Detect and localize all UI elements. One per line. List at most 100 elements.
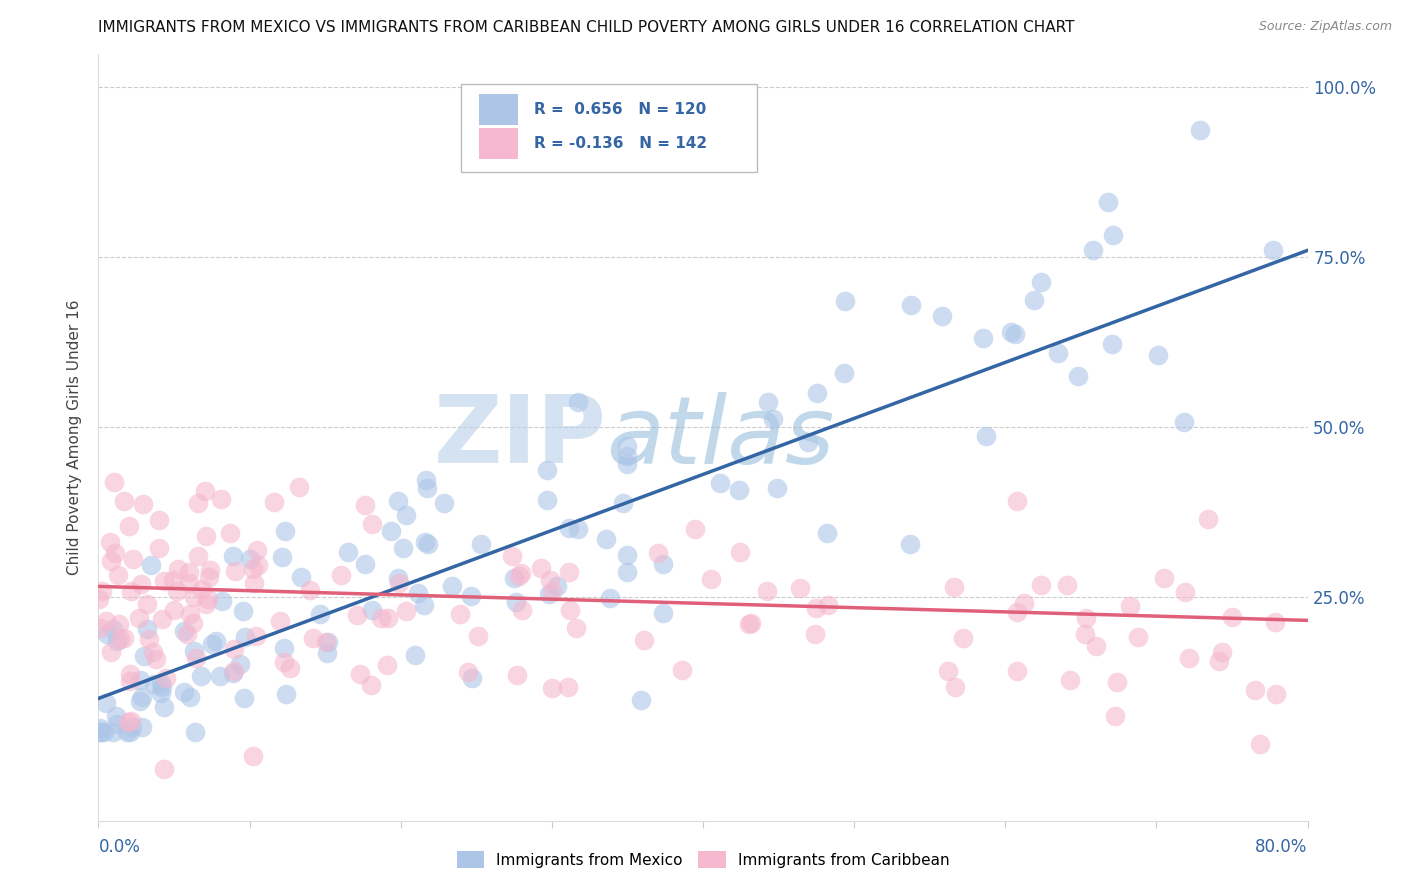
Point	[1084, 639, 1107, 653]
Point	[1074, 627, 1097, 641]
Point	[194, 484, 217, 499]
Point	[501, 549, 523, 563]
Point	[457, 665, 479, 679]
Point	[183, 725, 205, 739]
Point	[557, 680, 579, 694]
Point	[209, 491, 232, 506]
Point	[460, 589, 482, 603]
Point	[616, 458, 638, 472]
Point	[100, 553, 122, 567]
Point	[148, 541, 170, 556]
Point	[128, 673, 150, 687]
Point	[224, 564, 246, 578]
Bar	[479, 95, 517, 125]
Point	[278, 661, 301, 675]
Point	[740, 616, 762, 631]
Point	[1056, 578, 1078, 592]
Point	[413, 535, 436, 549]
Point	[510, 603, 533, 617]
Point	[120, 666, 142, 681]
Text: R =  0.656   N = 120: R = 0.656 N = 120	[534, 102, 706, 117]
Point	[271, 550, 294, 565]
Point	[567, 395, 589, 409]
Point	[470, 537, 492, 551]
Point	[530, 561, 553, 575]
Point	[412, 598, 434, 612]
Point	[120, 714, 142, 729]
Point	[349, 667, 371, 681]
Point	[273, 655, 295, 669]
Point	[98, 535, 121, 549]
Point	[138, 632, 160, 647]
Point	[246, 543, 269, 558]
Point	[239, 552, 262, 566]
Y-axis label: Child Poverty Among Girls Under 16: Child Poverty Among Girls Under 16	[67, 300, 83, 574]
Point	[652, 606, 675, 620]
Point	[1208, 654, 1230, 668]
Point	[898, 537, 921, 551]
Text: R = -0.136   N = 142: R = -0.136 N = 142	[534, 136, 707, 151]
Point	[505, 668, 527, 682]
Point	[683, 522, 706, 536]
Point	[148, 512, 170, 526]
Point	[616, 449, 638, 463]
Point	[131, 690, 153, 704]
Point	[108, 617, 131, 632]
Point	[360, 677, 382, 691]
Point	[120, 673, 142, 688]
Point	[195, 529, 218, 543]
Point	[1105, 675, 1128, 690]
Point	[416, 537, 439, 551]
Point	[101, 622, 124, 636]
Point	[395, 604, 418, 618]
Point	[105, 634, 128, 648]
Point	[1220, 609, 1243, 624]
Point	[1126, 630, 1149, 644]
Point	[1005, 493, 1028, 508]
Point	[755, 584, 778, 599]
Point	[181, 616, 204, 631]
Point	[198, 570, 221, 584]
Point	[1261, 243, 1284, 257]
Point	[804, 601, 827, 615]
Point	[540, 584, 562, 599]
Point	[1211, 645, 1233, 659]
Point	[1153, 571, 1175, 585]
Point	[461, 671, 484, 685]
Point	[96, 696, 118, 710]
Point	[136, 623, 159, 637]
Point	[834, 294, 856, 309]
Point	[1177, 650, 1199, 665]
Point	[211, 593, 233, 607]
Point	[318, 635, 340, 649]
Point	[269, 614, 291, 628]
Point	[1188, 122, 1211, 136]
Point	[222, 549, 245, 563]
Point	[222, 666, 245, 681]
Point	[415, 481, 437, 495]
Point	[166, 583, 188, 598]
Point	[242, 748, 264, 763]
Point	[176, 627, 198, 641]
Point	[536, 493, 558, 508]
Point	[1173, 415, 1195, 429]
Point	[150, 676, 173, 690]
Point	[153, 762, 176, 776]
Point	[315, 646, 337, 660]
Point	[131, 720, 153, 734]
Point	[224, 664, 246, 678]
Point	[502, 571, 524, 585]
Point	[1004, 327, 1026, 342]
Point	[208, 669, 231, 683]
Text: Source: ZipAtlas.com: Source: ZipAtlas.com	[1258, 20, 1392, 33]
Point	[94, 614, 117, 628]
Point	[766, 481, 789, 495]
Point	[179, 575, 201, 590]
Point	[246, 558, 269, 572]
Point	[727, 483, 749, 497]
Point	[142, 645, 165, 659]
Point	[671, 664, 693, 678]
Point	[370, 611, 392, 625]
Point	[392, 541, 415, 555]
Point	[103, 475, 125, 489]
